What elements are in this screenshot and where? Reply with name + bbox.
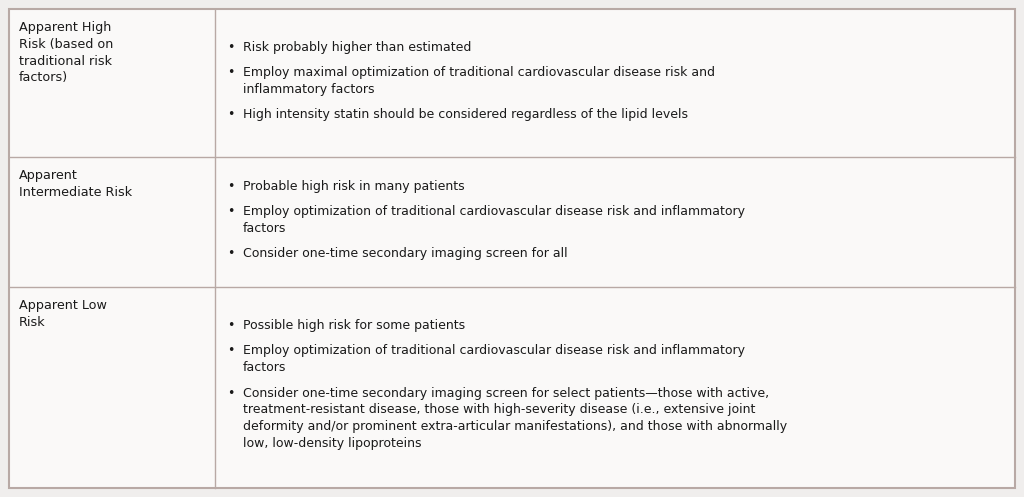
Text: •: • bbox=[227, 247, 234, 260]
Text: •: • bbox=[227, 180, 234, 193]
Text: Consider one-time secondary imaging screen for select patients—those with active: Consider one-time secondary imaging scre… bbox=[243, 387, 787, 450]
Text: Risk probably higher than estimated: Risk probably higher than estimated bbox=[243, 41, 472, 54]
Text: Employ optimization of traditional cardiovascular disease risk and inflammatory
: Employ optimization of traditional cardi… bbox=[243, 344, 745, 374]
Bar bbox=[9, 158, 1015, 287]
Text: Apparent High
Risk (based on
traditional risk
factors): Apparent High Risk (based on traditional… bbox=[19, 21, 114, 84]
Text: Employ optimization of traditional cardiovascular disease risk and inflammatory
: Employ optimization of traditional cardi… bbox=[243, 205, 745, 235]
Text: Employ maximal optimization of traditional cardiovascular disease risk and
infla: Employ maximal optimization of tradition… bbox=[243, 66, 715, 96]
Text: Probable high risk in many patients: Probable high risk in many patients bbox=[243, 180, 465, 193]
Text: •: • bbox=[227, 41, 234, 54]
Text: •: • bbox=[227, 387, 234, 400]
Text: Apparent
Intermediate Risk: Apparent Intermediate Risk bbox=[19, 169, 132, 199]
Text: •: • bbox=[227, 205, 234, 218]
Bar bbox=[9, 9, 1015, 158]
Bar bbox=[9, 287, 1015, 488]
Text: •: • bbox=[227, 319, 234, 332]
Text: Apparent Low
Risk: Apparent Low Risk bbox=[19, 299, 106, 329]
Text: Consider one-time secondary imaging screen for all: Consider one-time secondary imaging scre… bbox=[243, 247, 568, 260]
Text: •: • bbox=[227, 344, 234, 357]
Text: •: • bbox=[227, 108, 234, 121]
Text: Possible high risk for some patients: Possible high risk for some patients bbox=[243, 319, 465, 332]
Text: •: • bbox=[227, 66, 234, 79]
Text: High intensity statin should be considered regardless of the lipid levels: High intensity statin should be consider… bbox=[243, 108, 688, 121]
